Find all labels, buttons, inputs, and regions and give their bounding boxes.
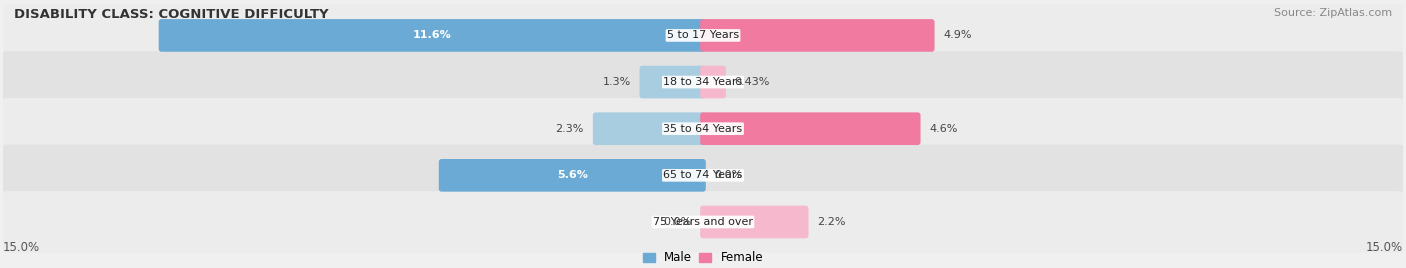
Text: DISABILITY CLASS: COGNITIVE DIFFICULTY: DISABILITY CLASS: COGNITIVE DIFFICULTY [14,8,329,21]
Text: 0.0%: 0.0% [664,217,692,227]
Text: 35 to 64 Years: 35 to 64 Years [664,124,742,134]
Text: 2.2%: 2.2% [817,217,846,227]
FancyBboxPatch shape [700,206,808,238]
FancyBboxPatch shape [0,98,1406,159]
FancyBboxPatch shape [700,19,935,52]
FancyBboxPatch shape [159,19,706,52]
Text: Source: ZipAtlas.com: Source: ZipAtlas.com [1274,8,1392,18]
FancyBboxPatch shape [0,144,1406,206]
Text: 15.0%: 15.0% [3,241,39,254]
Text: 18 to 34 Years: 18 to 34 Years [664,77,742,87]
Text: 5 to 17 Years: 5 to 17 Years [666,31,740,40]
Text: 5.6%: 5.6% [557,170,588,180]
Legend: Male, Female: Male, Female [638,246,768,268]
FancyBboxPatch shape [439,159,706,192]
FancyBboxPatch shape [700,112,921,145]
Text: 4.9%: 4.9% [943,31,972,40]
Text: 0.0%: 0.0% [714,170,742,180]
Text: 15.0%: 15.0% [1367,241,1403,254]
FancyBboxPatch shape [0,191,1406,253]
FancyBboxPatch shape [640,66,706,98]
Text: 2.3%: 2.3% [555,124,583,134]
Text: 1.3%: 1.3% [602,77,631,87]
FancyBboxPatch shape [700,66,725,98]
Text: 11.6%: 11.6% [413,31,451,40]
Text: 65 to 74 Years: 65 to 74 Years [664,170,742,180]
Text: 75 Years and over: 75 Years and over [652,217,754,227]
FancyBboxPatch shape [0,51,1406,113]
Text: 4.6%: 4.6% [929,124,957,134]
FancyBboxPatch shape [593,112,706,145]
Text: 0.43%: 0.43% [735,77,770,87]
FancyBboxPatch shape [0,5,1406,66]
